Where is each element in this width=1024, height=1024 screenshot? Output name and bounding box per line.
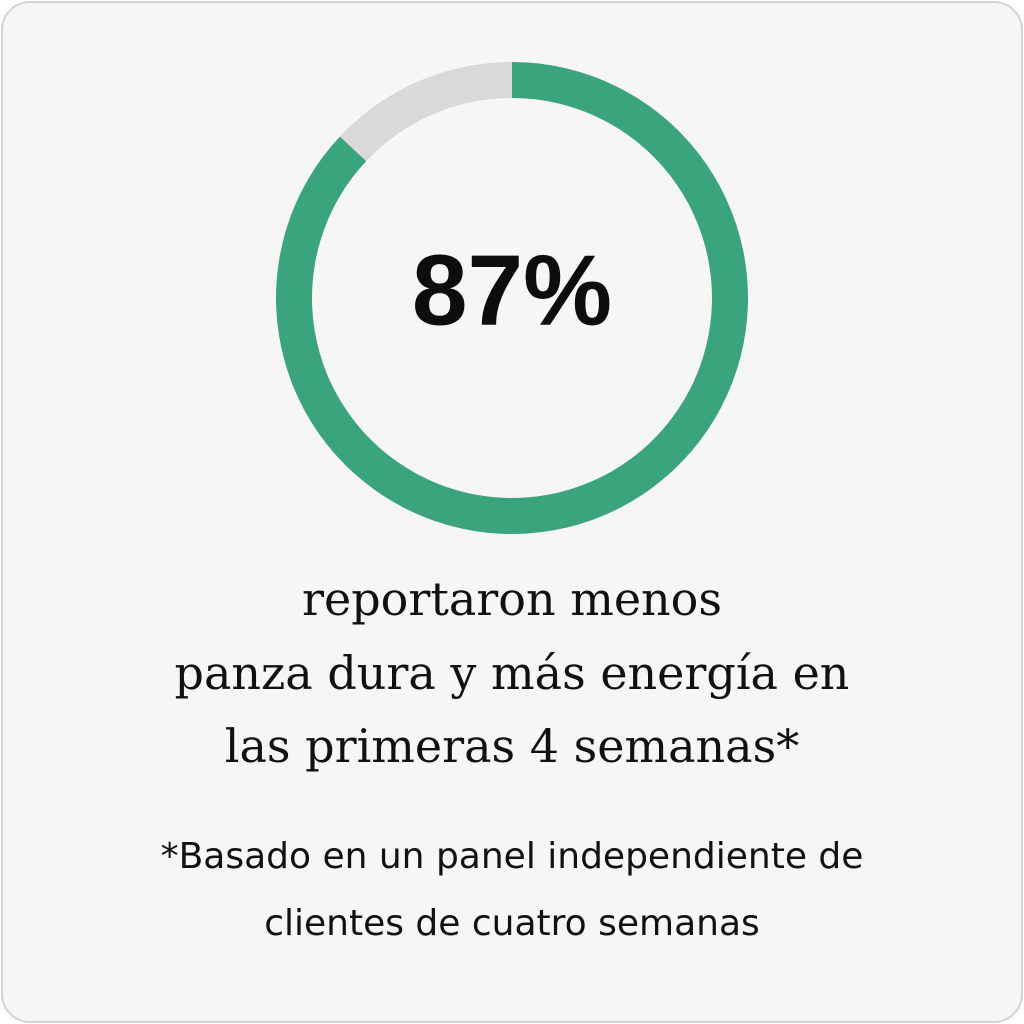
center-label: 87% — [412, 234, 612, 346]
caption-line: reportaron menos — [302, 572, 722, 626]
donut-segment — [339, 62, 512, 162]
donut — [275, 62, 748, 534]
footnote-line: clientes de cuatro semanas — [264, 903, 760, 944]
caption-line: panza dura y más energía en — [175, 646, 850, 700]
caption-line: las primeras 4 semanas* — [225, 719, 799, 773]
footnote-line: *Basado en un panel independiente de — [161, 836, 864, 877]
